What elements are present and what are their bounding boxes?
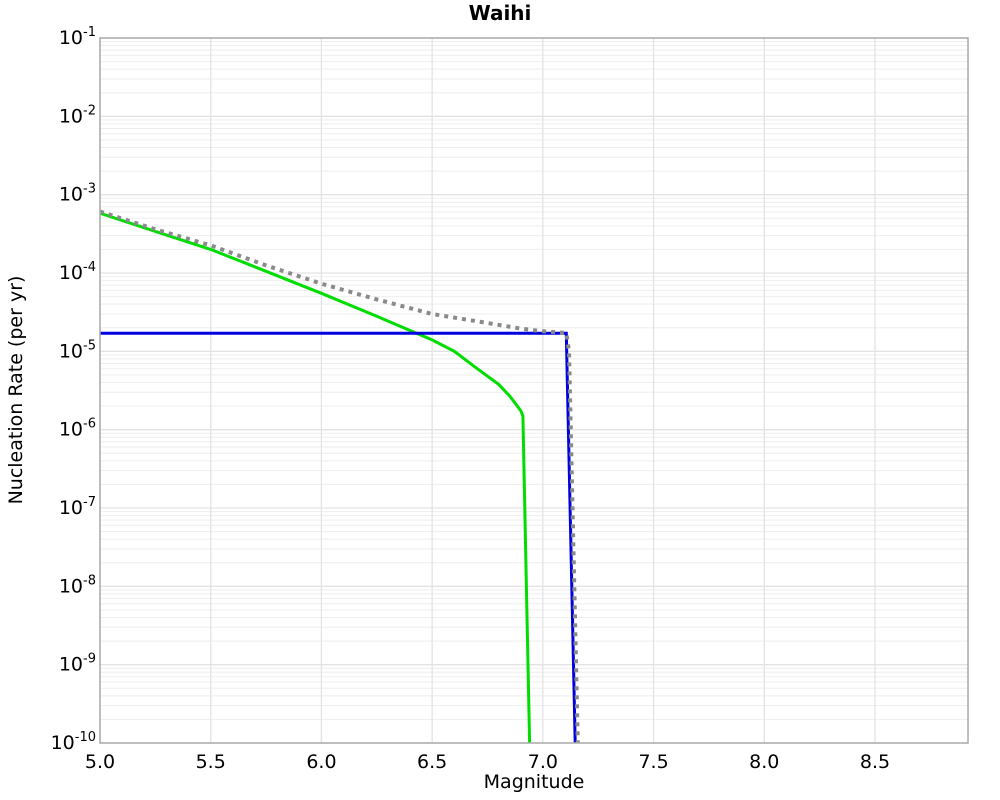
y-tick-label: 10-8 [59,573,96,597]
y-tick-label: 10-5 [59,338,96,362]
x-axis-label: Magnitude [483,771,585,793]
y-tick-label: 10-3 [59,182,96,206]
chart-title: Waihi [468,1,532,25]
y-tick-label: 10-1 [59,25,96,49]
x-tick-label: 7.0 [528,751,558,773]
y-tick-label: 10-6 [59,417,96,441]
x-tick-label: 6.0 [306,751,336,773]
x-tick-label: 5.0 [85,751,115,773]
axis-border [99,37,969,744]
x-tick-label: 5.5 [196,751,226,773]
y-axis-label: Nucleation Rate (per yr) [5,275,27,505]
y-tick-label: 10-10 [51,730,96,754]
y-tick-label: 10-7 [59,495,96,519]
y-tick-label: 10-9 [59,652,96,676]
y-tick-label: 10-4 [59,260,96,284]
y-tick-label: 10-2 [59,103,96,127]
x-tick-label: 6.5 [417,751,447,773]
series-tapered-gr-rate-line [100,211,532,743]
plot-area-background [100,38,968,743]
series-characteristic-rate-line [100,331,577,743]
x-tick-label: 7.5 [638,751,668,773]
x-tick-label: 8.5 [860,751,890,773]
x-tick-label: 8.0 [749,751,779,773]
